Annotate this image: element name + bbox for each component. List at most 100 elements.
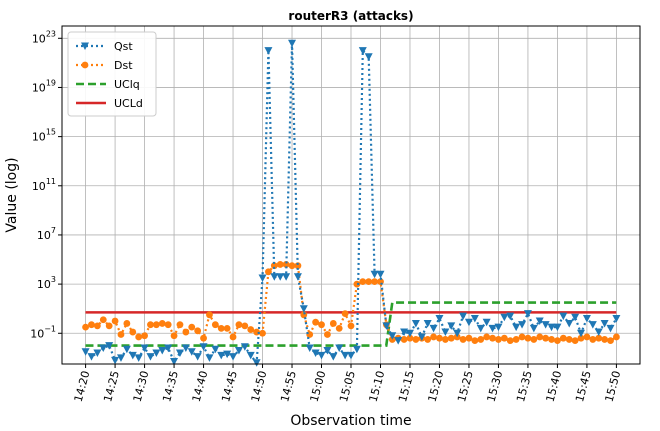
qst-point [146, 353, 155, 361]
legend-label: UCLd [114, 97, 143, 110]
dst-point [518, 333, 526, 341]
x-tick-label: 15:20 [426, 369, 447, 403]
qst-point [470, 315, 479, 323]
qst-point [288, 39, 297, 48]
qst-point [500, 313, 509, 322]
qst-point [565, 319, 574, 328]
dst-point [276, 261, 284, 268]
dst-point [241, 322, 249, 330]
dst-point [88, 321, 95, 329]
qst-point [577, 329, 586, 338]
x-tick-label: 15:30 [485, 369, 506, 403]
legend-label: UClq [114, 78, 140, 91]
qst-point [512, 323, 521, 332]
dst-point [595, 334, 603, 342]
dst-point [270, 262, 278, 270]
dst-point [223, 324, 231, 332]
dst-point [613, 333, 620, 341]
qst-point [606, 324, 615, 333]
dst-point [430, 333, 437, 341]
qst-point [494, 323, 503, 332]
qst-point [612, 315, 621, 323]
qst-point [276, 273, 285, 281]
qst-point [388, 332, 397, 340]
dst-point [147, 321, 154, 329]
x-tick-label: 15:10 [367, 369, 388, 403]
dst-point [536, 333, 544, 341]
dst-point [158, 320, 166, 327]
qst-point [134, 354, 143, 362]
qst-point [518, 321, 527, 329]
x-axis: 14:20 14:25 14:30 14:35 14:40 14:45 14:50 14:55… [72, 364, 624, 403]
qst-point [181, 344, 190, 353]
dst-point [206, 311, 213, 319]
qst-point [364, 53, 373, 61]
qst-point [211, 345, 220, 354]
qst-point [535, 317, 544, 325]
qst-point [323, 346, 332, 355]
dst-point [235, 321, 243, 329]
y-tick-label: 1019 [32, 78, 56, 94]
dst-point [371, 278, 378, 286]
qst-point [140, 344, 149, 353]
dst-point [365, 278, 373, 286]
qst-point [376, 270, 385, 279]
qst-point [347, 351, 355, 360]
dst-point [129, 328, 137, 336]
qst-point [559, 312, 568, 321]
series-line-uclq [85, 301, 617, 347]
dst-point [601, 336, 609, 343]
dst-point [565, 336, 573, 343]
dst-point [465, 334, 473, 342]
qst-point [152, 349, 161, 357]
legend-label: Qst [114, 40, 133, 53]
plot-area [81, 39, 621, 367]
dst-point [400, 336, 408, 343]
dst-point [211, 321, 219, 329]
qst-point [170, 358, 179, 366]
qst-point [81, 348, 90, 356]
qst-point [116, 354, 125, 362]
x-tick-label: 15:25 [455, 369, 476, 403]
dst-point [471, 337, 479, 345]
qst-point [93, 349, 102, 357]
dst-point [93, 322, 101, 330]
qst-point [111, 356, 120, 365]
qst-point [270, 273, 279, 281]
x-tick-label: 15:35 [514, 369, 535, 403]
qst-point [588, 321, 597, 329]
dst-point [607, 337, 614, 345]
dst-point [447, 334, 455, 342]
dst-point [318, 321, 325, 329]
dst-point [459, 336, 467, 343]
qst-point [541, 321, 550, 329]
qst-point [299, 305, 308, 313]
dst-point [583, 333, 591, 341]
dst-point [282, 261, 290, 268]
y-axis: 10−1 103 107 1011 1015 1019 1023 [30, 29, 62, 340]
dst-point [341, 310, 349, 318]
x-tick-label: 15:50 [603, 369, 624, 403]
qst-point [435, 315, 444, 323]
y-tick-label: 107 [37, 226, 56, 242]
qst-point [459, 312, 468, 321]
legend-marker [81, 61, 89, 69]
y-tick-label: 10−1 [30, 324, 56, 340]
qst-point [411, 319, 420, 328]
dst-point [477, 336, 485, 343]
dst-point [194, 327, 202, 335]
dst-point [406, 334, 414, 342]
qst-point [482, 318, 491, 327]
dst-point [176, 321, 184, 329]
dst-point [164, 321, 172, 329]
qst-point [417, 333, 426, 341]
dst-point [559, 334, 567, 342]
qst-point [423, 319, 432, 328]
qst-point [122, 345, 131, 354]
qst-point [553, 323, 562, 332]
qst-point [600, 319, 609, 328]
qst-point [193, 353, 202, 361]
qst-point [547, 323, 556, 332]
qst-point [335, 344, 344, 353]
